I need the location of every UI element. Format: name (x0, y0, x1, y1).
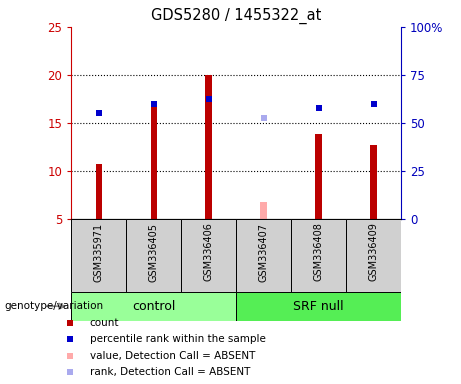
Bar (206, 75, 212, 219)
Point (370, 101, 377, 107)
Text: count: count (89, 318, 119, 328)
Title: GDS5280 / 1455322_at: GDS5280 / 1455322_at (151, 8, 321, 24)
Text: GSM336406: GSM336406 (204, 223, 214, 281)
FancyBboxPatch shape (181, 219, 236, 292)
FancyBboxPatch shape (71, 292, 236, 321)
Text: percentile rank within the sample: percentile rank within the sample (89, 334, 266, 344)
Text: GSM335971: GSM335971 (94, 223, 104, 281)
FancyBboxPatch shape (291, 219, 346, 292)
Text: value, Detection Call = ABSENT: value, Detection Call = ABSENT (89, 351, 255, 361)
FancyBboxPatch shape (236, 292, 401, 321)
Bar (95, 164, 102, 219)
Point (66, 320, 74, 326)
FancyBboxPatch shape (236, 219, 291, 292)
Text: GSM336408: GSM336408 (313, 223, 324, 281)
Bar (315, 134, 322, 219)
Text: SRF null: SRF null (293, 300, 344, 313)
Text: GSM336405: GSM336405 (149, 223, 159, 281)
Point (66, 353, 74, 359)
Text: genotype/variation: genotype/variation (5, 301, 104, 311)
Point (66, 336, 74, 343)
Point (95, 110, 103, 116)
Point (315, 106, 322, 112)
Bar (370, 145, 377, 219)
Bar (151, 106, 157, 219)
Point (260, 115, 267, 121)
Bar (260, 202, 267, 219)
Text: rank, Detection Call = ABSENT: rank, Detection Call = ABSENT (89, 367, 250, 377)
Point (66, 369, 74, 375)
Point (205, 96, 213, 102)
Text: GSM336407: GSM336407 (259, 223, 269, 281)
Text: GSM336409: GSM336409 (369, 223, 378, 281)
FancyBboxPatch shape (126, 219, 181, 292)
Text: control: control (132, 300, 176, 313)
Point (150, 101, 158, 107)
FancyBboxPatch shape (346, 219, 401, 292)
FancyBboxPatch shape (71, 219, 126, 292)
